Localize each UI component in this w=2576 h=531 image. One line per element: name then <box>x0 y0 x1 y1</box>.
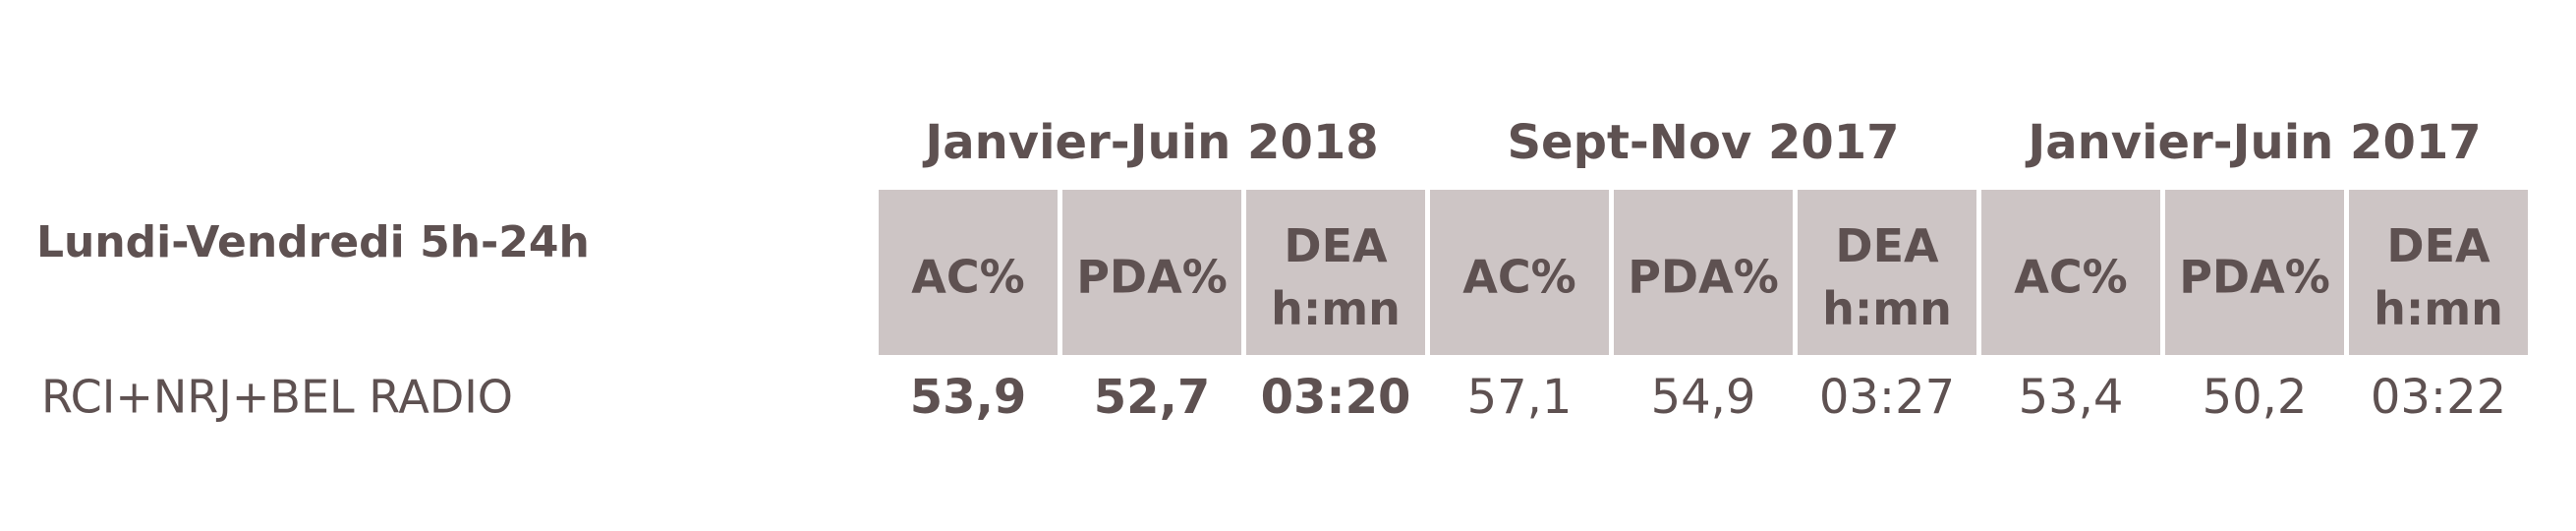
cell-value: 03:20 <box>1261 370 1411 425</box>
cell-value: 03:22 <box>2371 370 2506 425</box>
group-title: Janvier-Juin 2018 <box>922 115 1378 170</box>
group-title: Sept-Nov 2017 <box>1507 115 1899 170</box>
cell-value: 54,9 <box>1651 370 1756 425</box>
row-header: Lundi-Vendredi 5h-24h <box>36 217 590 267</box>
column-header-cell <box>879 190 1058 355</box>
cell-value: 53,9 <box>910 370 1026 425</box>
column-header: PDA% <box>1076 251 1228 304</box>
column-header-cell <box>1062 190 1241 355</box>
column-header-cell <box>1981 190 2160 355</box>
group-title: Janvier-Juin 2017 <box>2025 115 2481 170</box>
column-header: AC% <box>2014 251 2127 304</box>
row-label: RCI+NRJ+BEL RADIO <box>41 371 513 424</box>
column-header-cell <box>1246 190 1425 355</box>
column-header-cell <box>2165 190 2344 355</box>
column-header: AC% <box>911 251 1024 304</box>
column-header-cell <box>1614 190 1793 355</box>
cell-value: 53,4 <box>2019 370 2124 425</box>
column-header: DEA h:mn <box>1822 219 1952 335</box>
column-header: DEA h:mn <box>2374 219 2503 335</box>
column-header: PDA% <box>2179 251 2330 304</box>
column-header-cell <box>1430 190 1609 355</box>
column-header-cell <box>1798 190 1976 355</box>
column-header-cell <box>2349 190 2528 355</box>
cell-value: 50,2 <box>2203 370 2308 425</box>
cell-value: 03:27 <box>1819 370 1955 425</box>
cell-value: 57,1 <box>1467 370 1573 425</box>
column-header: AC% <box>1462 251 1575 304</box>
column-header: DEA h:mn <box>1271 219 1401 335</box>
column-header: PDA% <box>1628 251 1779 304</box>
cell-value: 52,7 <box>1094 370 1210 425</box>
